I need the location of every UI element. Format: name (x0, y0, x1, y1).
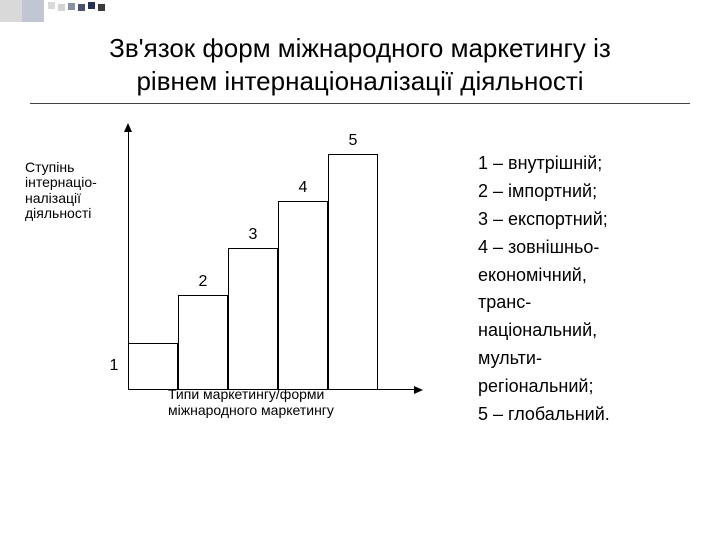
chart-bar (328, 154, 378, 390)
step-bar-chart: Ступінь інтернаціо-налізації діяльності … (30, 130, 410, 450)
chart-plot-area: 12345 Типи маркетингу/форми міжнародного… (128, 130, 408, 390)
x-axis-label: Типи маркетингу/форми міжнародного марке… (168, 386, 408, 418)
chart-bar (128, 343, 178, 390)
bar-label: 1 (110, 357, 119, 375)
slide-body: Ступінь інтернаціо-налізації діяльності … (30, 130, 690, 510)
bar-label: 3 (249, 226, 258, 244)
title-line-1: Зв'язок форм міжнародного маркетингу із (109, 33, 611, 63)
bars-container: 12345 (128, 130, 408, 390)
y-axis-label: Ступінь інтернаціо-налізації діяльності (25, 160, 120, 222)
legend-item: 1 – внутрішній; (478, 150, 690, 178)
chart-bar (228, 248, 278, 390)
chart-bar (178, 295, 228, 390)
legend-item: 4 – зовнішньо- економічний, транс- націо… (478, 234, 690, 401)
corner-decoration (0, 0, 130, 22)
bar-label: 2 (199, 273, 208, 291)
bar-label: 5 (349, 132, 358, 150)
legend-item: 5 – глобальний. (478, 401, 690, 429)
x-axis-arrow-icon (414, 386, 423, 394)
legend-item: 2 – імпортний; (478, 178, 690, 206)
chart-column: Ступінь інтернаціо-налізації діяльності … (30, 130, 450, 510)
legend-item: 3 – експортний; (478, 206, 690, 234)
title-line-2: рівнем інтернаціоналізації діяльності (136, 66, 583, 96)
title-underline (30, 103, 690, 104)
bar-label: 4 (299, 179, 308, 197)
slide-title: Зв'язок форм міжнародного маркетингу із … (30, 32, 690, 104)
chart-bar (278, 201, 328, 390)
legend-column: 1 – внутрішній;2 – імпортний;3 – експорт… (450, 130, 690, 510)
